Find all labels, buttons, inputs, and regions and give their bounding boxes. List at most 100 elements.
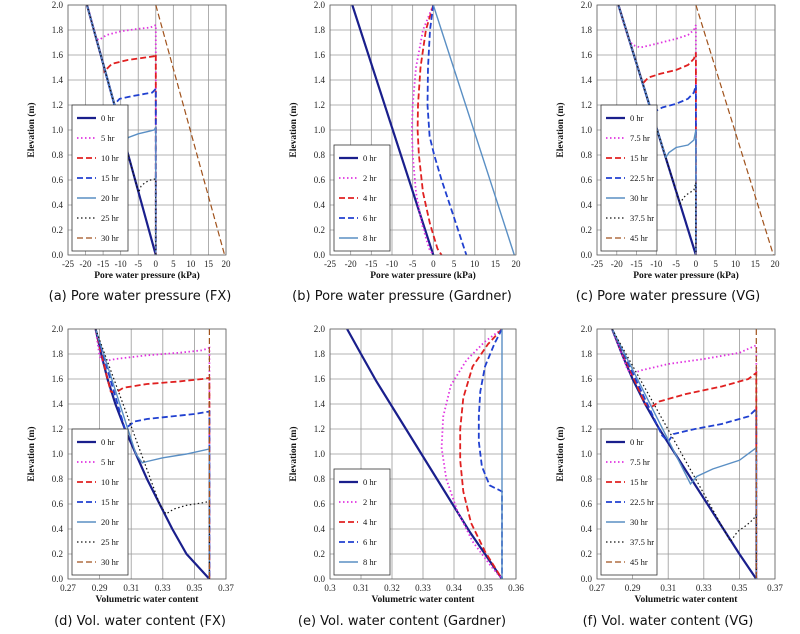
x-tick-label: 0.33 xyxy=(696,583,712,593)
x-tick-label: -25 xyxy=(591,259,603,269)
x-tick-label: -10 xyxy=(115,259,127,269)
y-tick-label: 1.6 xyxy=(581,374,593,384)
x-tick-label: 20 xyxy=(222,259,232,269)
chart-panel-b: -25 -20 -15 -10 -5 0 5 10 15 20 0.0 0.2 0.4 0.6 0.8 1.0… xyxy=(288,0,521,281)
series-line-0hrhr xyxy=(351,5,435,255)
x-tick-label: -10 xyxy=(650,259,662,269)
series-line-8hrhr xyxy=(432,5,515,255)
y-tick-label: 1.0 xyxy=(52,125,64,135)
x-tick-label: -20 xyxy=(80,259,92,269)
series-line-30hrhr xyxy=(617,5,697,255)
y-axis-label: Elevation (m) xyxy=(26,102,37,157)
y-tick-label: 0.0 xyxy=(581,574,593,584)
x-tick-label: 0.35 xyxy=(477,583,493,593)
y-tick-label: 0.4 xyxy=(52,524,64,534)
legend-label: 15 hr xyxy=(101,173,119,183)
y-tick-label: 0.2 xyxy=(314,549,325,559)
legend-label: 2 hr xyxy=(363,173,377,183)
y-tick-label: 2.0 xyxy=(581,324,593,334)
y-tick-label: 0.4 xyxy=(581,524,593,534)
y-tick-label: 0.0 xyxy=(314,574,326,584)
x-tick-label: -15 xyxy=(365,259,377,269)
caption-b: (b) Pore water pressure (Gardner) xyxy=(292,289,512,304)
y-tick-label: 0.2 xyxy=(581,549,592,559)
legend-label: 0 hr xyxy=(630,113,644,123)
legend: 0 hr 2 hr 4 hr 6 hr 8 hr xyxy=(333,144,391,252)
series-line-7_5hrhr xyxy=(611,329,758,579)
legend-label: 20 hr xyxy=(101,193,119,203)
legend-label: 45 hr xyxy=(630,233,648,243)
legend-label: 4 hr xyxy=(363,517,377,527)
x-tick-label: -5 xyxy=(409,259,417,269)
plot-frame xyxy=(596,328,776,580)
series-line-25hrhr xyxy=(95,329,210,579)
y-tick-label: 1.0 xyxy=(581,449,593,459)
series-line-30hrhr xyxy=(155,5,226,255)
legend-label: 15 hr xyxy=(630,477,648,487)
y-axis-label: Elevation (m) xyxy=(555,426,566,481)
y-tick-label: 0.2 xyxy=(581,225,592,235)
legend-label: 45 hr xyxy=(630,557,648,567)
x-tick-label: -5 xyxy=(672,259,680,269)
y-tick-label: 0.0 xyxy=(581,250,593,260)
y-tick-label: 0.2 xyxy=(52,225,63,235)
y-tick-label: 1.6 xyxy=(314,374,326,384)
y-tick-label: 0.0 xyxy=(314,250,326,260)
series-line-4hrhr xyxy=(416,5,443,255)
y-tick-label: 0.4 xyxy=(52,200,64,210)
y-tick-label: 1.2 xyxy=(52,100,63,110)
x-tick-label: 5 xyxy=(171,259,176,269)
y-tick-label: 1.8 xyxy=(52,349,64,359)
x-axis-label: Pore water pressure (kPa) xyxy=(94,270,200,281)
y-tick-label: 0.4 xyxy=(314,200,326,210)
legend-label: 0 hr xyxy=(630,437,644,447)
legend-label: 8 hr xyxy=(363,233,377,243)
y-tick-label: 1.2 xyxy=(581,424,592,434)
y-tick-label: 1.0 xyxy=(52,449,64,459)
series-line-20hrhr xyxy=(94,329,211,579)
series-line-15hrhr xyxy=(617,5,697,255)
series-line-2hrhr xyxy=(410,5,435,255)
x-axis-label: Pore water pressure (kPa) xyxy=(370,270,476,281)
y-tick-label: 1.8 xyxy=(581,25,593,35)
x-tick-label: 15 xyxy=(491,259,501,269)
legend-label: 10 hr xyxy=(101,477,119,487)
y-tick-label: 0.8 xyxy=(314,474,326,484)
x-axis-label: Pore water pressure (kPa) xyxy=(633,270,739,281)
y-tick-label: 1.2 xyxy=(314,424,325,434)
y-tick-label: 0.8 xyxy=(52,150,64,160)
x-tick-label: 0.27 xyxy=(60,583,76,593)
y-tick-label: 1.4 xyxy=(52,75,64,85)
y-tick-label: 1.2 xyxy=(581,100,592,110)
y-tick-label: 1.4 xyxy=(314,75,326,85)
x-tick-label: 0.34 xyxy=(446,583,462,593)
series-line-10hrhr xyxy=(94,329,211,579)
legend: 0 hr 7.5 hr 15 hr 22.5 hr 30 hr 37.5 hr 45 hr xyxy=(600,428,658,576)
x-tick-label: 0.31 xyxy=(353,583,369,593)
series-line-22_5hrhr xyxy=(617,5,697,255)
plot-frame xyxy=(329,328,517,580)
x-tick-label: 0.37 xyxy=(767,583,783,593)
y-tick-label: 1.6 xyxy=(314,50,326,60)
x-tick-label: 20 xyxy=(771,259,781,269)
legend-label: 4 hr xyxy=(363,193,377,203)
chart-panel-a: -25 -20 -15 -10 -5 0 5 10 15 20 0.0 0.2 0.4 0.6 0.8 1.0… xyxy=(26,0,231,281)
y-tick-label: 0.8 xyxy=(581,150,593,160)
series-line-15hrhr xyxy=(611,329,758,579)
y-tick-label: 0.4 xyxy=(581,200,593,210)
plot-frame xyxy=(329,4,517,256)
x-tick-label: 0 xyxy=(154,259,159,269)
caption-e: (e) Vol. water content (Gardner) xyxy=(297,614,507,629)
y-tick-label: 0.8 xyxy=(52,474,64,484)
legend-label: 8 hr xyxy=(363,557,377,567)
series-line-2hrhr xyxy=(440,329,503,579)
legend-label: 22.5 hr xyxy=(630,497,654,507)
series-line-0hrhr xyxy=(346,329,503,579)
x-tick-label: -15 xyxy=(97,259,109,269)
series-line-37_5hrhr xyxy=(617,5,697,255)
legend-label: 0 hr xyxy=(363,153,377,163)
x-tick-label: 0.36 xyxy=(508,583,524,593)
x-tick-label: 0.33 xyxy=(155,583,171,593)
x-tick-label: -25 xyxy=(324,259,336,269)
